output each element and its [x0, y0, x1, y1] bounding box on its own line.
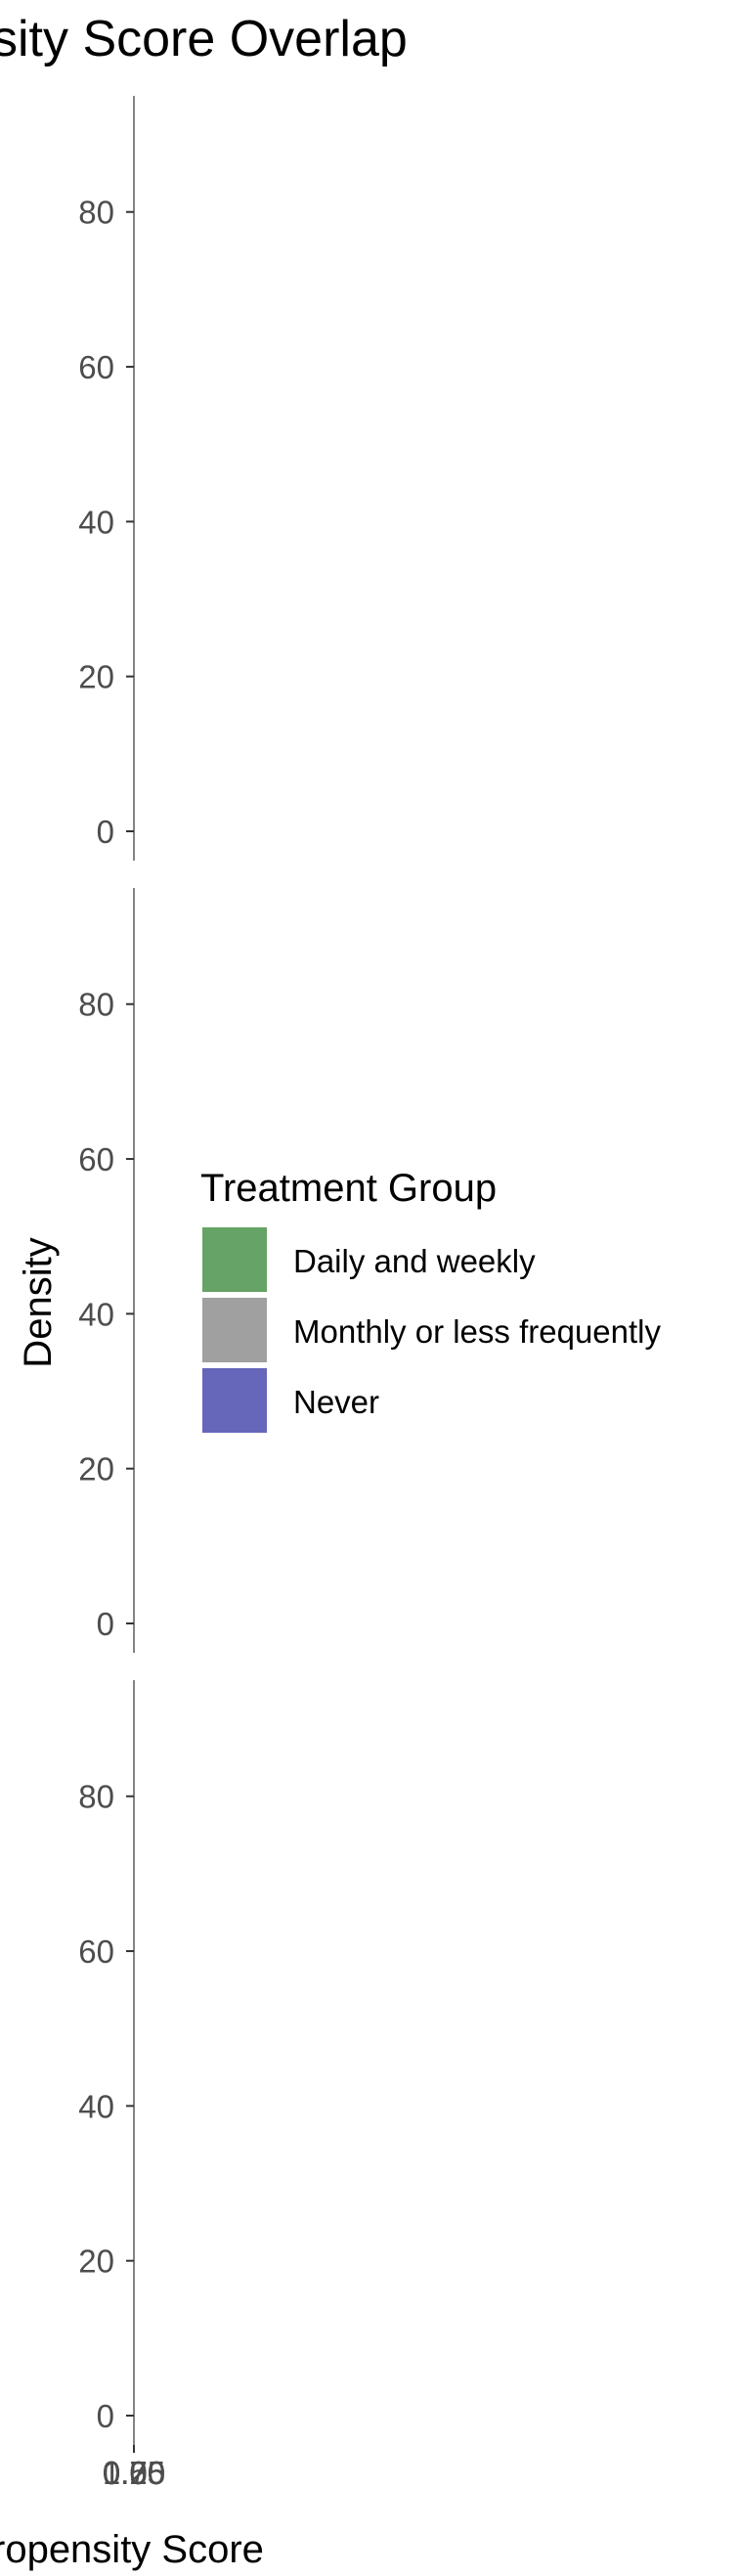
y-tick-label: 40: [78, 504, 114, 540]
y-tick-label: 20: [78, 659, 114, 695]
legend-entry-label: Never: [293, 1384, 379, 1420]
y-tick-label: 40: [78, 2088, 114, 2124]
y-tick-label: 0: [97, 2398, 114, 2434]
legend-key-swatch: [202, 1298, 267, 1362]
legend-entry: Daily and weekly: [202, 1227, 536, 1292]
x-tick-label: 0.75: [103, 2455, 165, 2491]
x-tick-label: 1.00: [103, 2455, 165, 2491]
y-tick-label: 80: [78, 195, 114, 231]
legend-entry-label: Monthly or less frequently: [293, 1313, 662, 1350]
legend: Treatment Group Daily and weekly Monthly …: [200, 1167, 662, 1433]
y-tick-label: 0: [97, 814, 114, 850]
panel-3: 0 20 40 60 80: [78, 1680, 135, 2445]
legend-key-swatch: [202, 1368, 267, 1433]
chart-title: sity Score Overlap: [0, 11, 408, 67]
legend-entry: Monthly or less frequently: [202, 1298, 662, 1362]
x-tick-label: 0.00: [103, 2455, 165, 2491]
legend-entry-label: Daily and weekly: [293, 1243, 536, 1279]
x-axis-label: ropensity Score: [0, 2528, 264, 2571]
panel-2: 0 20 40 60 80: [78, 888, 135, 1653]
y-tick-label: 40: [78, 1296, 114, 1332]
legend-entry: Never: [202, 1368, 379, 1433]
y-tick-label: 0: [97, 1606, 114, 1642]
y-tick-label: 20: [78, 1451, 114, 1488]
y-tick-label: 80: [78, 987, 114, 1023]
y-tick-label: 60: [78, 1141, 114, 1177]
panel-1: 0 20 40 60 80: [78, 96, 135, 861]
panels: 0 20 40 60 80 0 20 40 60 80 0 20 40 60 80: [78, 96, 135, 2445]
y-tick-label: 60: [78, 349, 114, 385]
y-axis-label: Density: [17, 1237, 60, 1367]
x-tick-label: 0.25: [103, 2455, 165, 2491]
y-tick-label: 60: [78, 1933, 114, 1970]
x-tick-label: 0.50: [103, 2455, 165, 2491]
y-tick-label: 20: [78, 2243, 114, 2280]
legend-title: Treatment Group: [200, 1167, 497, 1210]
x-axis-ticks: 0.000.250.500.751.00: [103, 2445, 165, 2491]
legend-key-swatch: [202, 1227, 267, 1292]
y-tick-label: 80: [78, 1779, 114, 1815]
